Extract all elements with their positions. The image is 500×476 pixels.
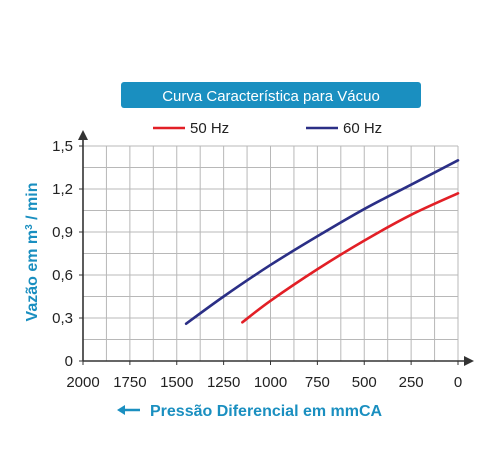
series-lines: [184, 159, 460, 326]
legend: 50 Hz 60 Hz: [153, 120, 382, 137]
x-tick-label: 1750: [113, 374, 146, 391]
y-axis-title-superscript: 3: [24, 224, 35, 230]
series-line-60hz: [184, 159, 460, 326]
x-tick-label: 500: [352, 374, 377, 391]
y-tick-label: 0: [65, 353, 73, 370]
y-axis-title-main: Vazão em m: [24, 230, 41, 322]
legend-label-60hz: 60 Hz: [343, 120, 382, 137]
y-tick-label: 1,2: [52, 181, 73, 198]
x-axis-title-group: Pressão Diferencial em mmCA: [117, 403, 383, 420]
y-tick-label: 0,9: [52, 224, 73, 241]
x-tick-label: 2000: [66, 374, 99, 391]
chart-title-banner: [121, 82, 421, 108]
y-tick-label: 1,5: [52, 138, 73, 155]
y-tick-labels: 0 0,3 0,6 0,9 1,2 1,5: [52, 138, 83, 370]
legend-label-50hz: 50 Hz: [190, 120, 229, 137]
x-tick-label: 750: [305, 374, 330, 391]
y-axis-arrow-icon: [78, 130, 88, 140]
chart-title: Curva Característica para Vácuo: [162, 88, 380, 105]
series-line-50hz: [241, 192, 460, 324]
y-axis-title: Vazão em m3 / min: [24, 183, 42, 322]
x-axis-title: Pressão Diferencial em mmCA: [150, 403, 383, 420]
x-tick-labels: 2000 1750 1500 1250 1000 750 500 250 0: [66, 361, 462, 391]
y-tick-label: 0,6: [52, 267, 73, 284]
axes: [78, 130, 474, 366]
grid: [83, 145, 459, 361]
y-tick-label: 0,3: [52, 310, 73, 327]
left-arrow-icon: [117, 405, 125, 415]
x-tick-label: 0: [454, 374, 462, 391]
y-axis-title-tail: / min: [24, 183, 41, 225]
x-axis-arrow-icon: [464, 356, 474, 366]
x-tick-label: 250: [399, 374, 424, 391]
x-tick-label: 1250: [207, 374, 240, 391]
x-tick-label: 1500: [160, 374, 193, 391]
x-tick-label: 1000: [254, 374, 287, 391]
